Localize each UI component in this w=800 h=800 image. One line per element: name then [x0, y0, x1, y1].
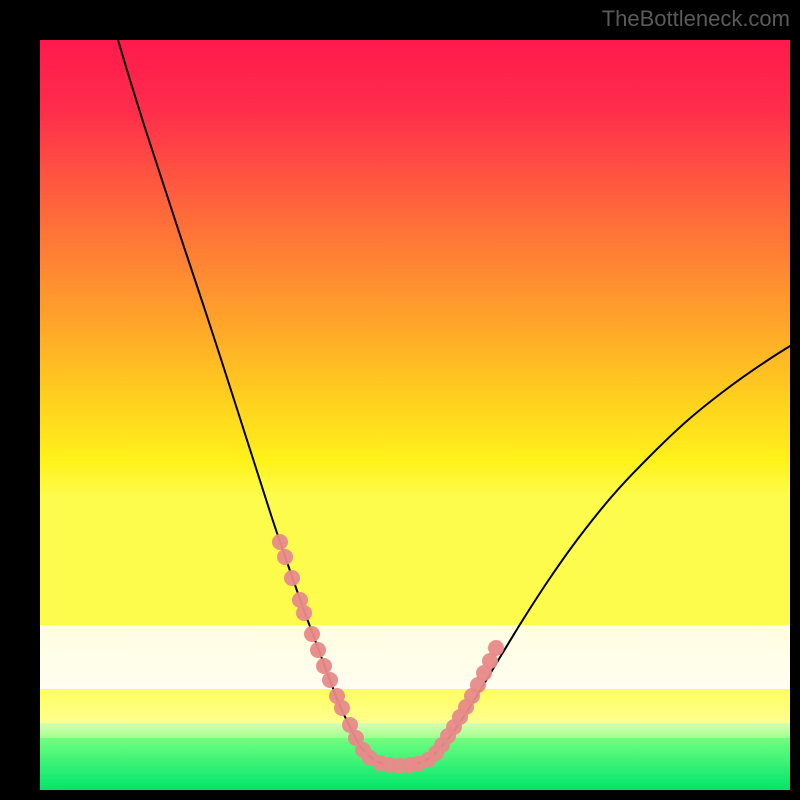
marker-dot [322, 672, 338, 688]
marker-dot [272, 534, 288, 550]
curve-overlay-svg [40, 40, 790, 790]
left-marker-group [272, 534, 418, 774]
right-marker-group [410, 640, 504, 772]
marker-dot [316, 658, 332, 674]
plot-area [40, 40, 790, 790]
marker-dot [334, 700, 350, 716]
marker-dot [488, 640, 504, 656]
bottleneck-curve-left [118, 40, 388, 764]
marker-dot [310, 642, 326, 658]
watermark-text: TheBottleneck.com [602, 6, 790, 32]
marker-dot [284, 570, 300, 586]
marker-dot [304, 626, 320, 642]
marker-dot [296, 605, 312, 621]
marker-dot [277, 549, 293, 565]
